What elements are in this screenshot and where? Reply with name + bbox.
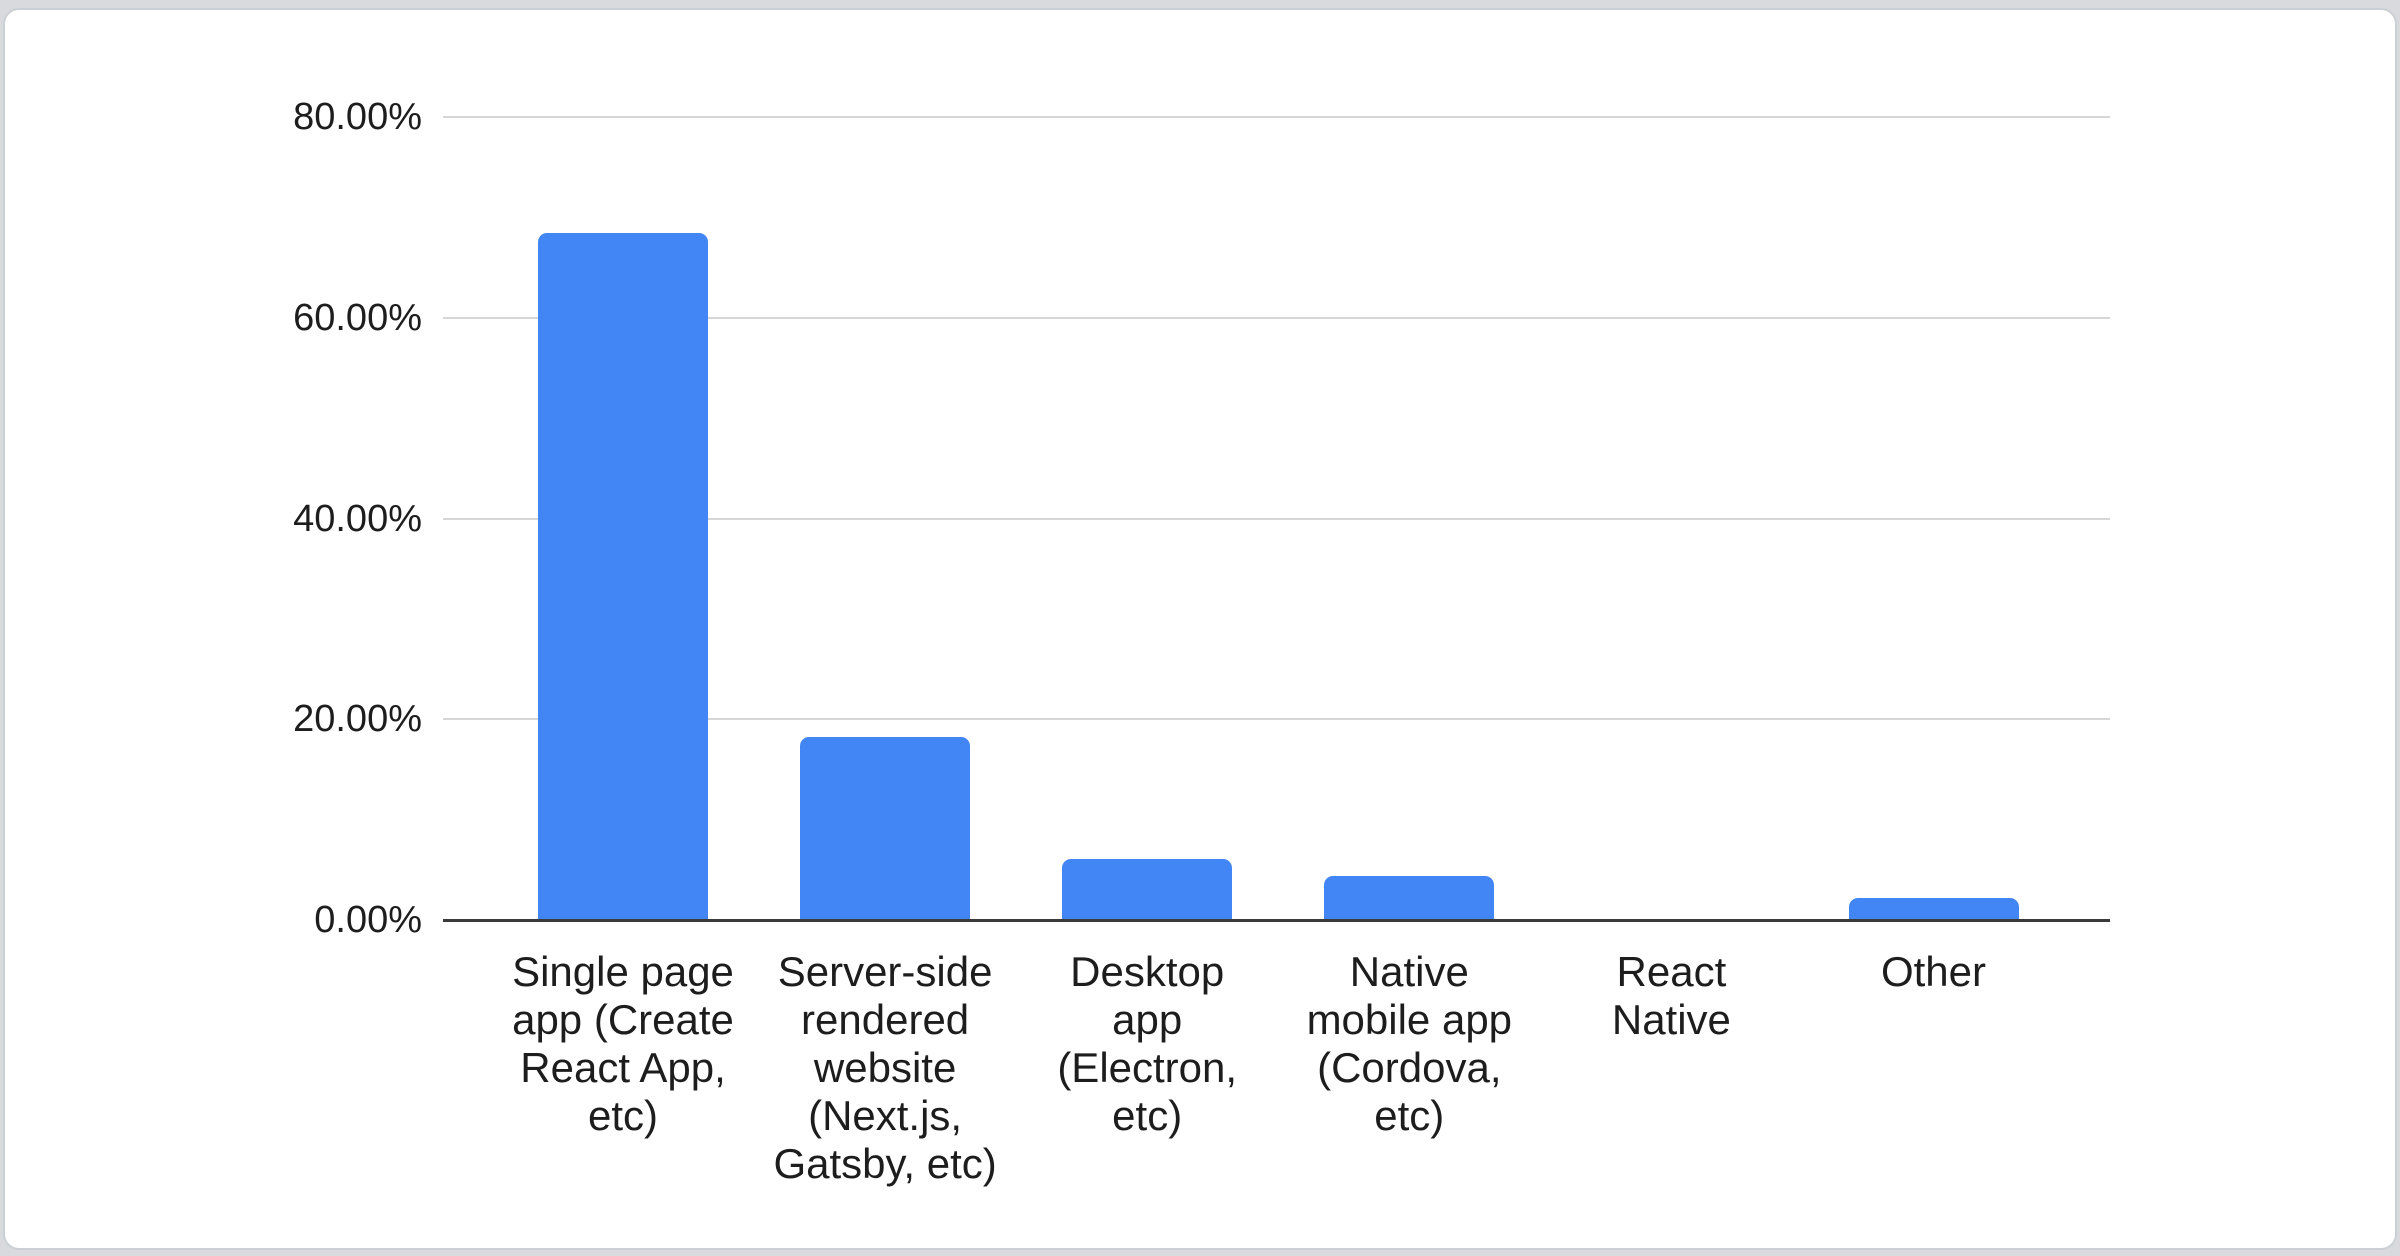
x-tick-label: Server-side rendered website (Next.js, G…	[773, 948, 997, 1187]
bar	[538, 233, 708, 920]
x-tick-label: Native mobile app (Cordova, etc)	[1306, 948, 1513, 1139]
bar	[1324, 875, 1495, 920]
bar	[800, 737, 971, 920]
x-tick-label: Desktop app (Electron, etc)	[1057, 948, 1238, 1139]
x-tick-label: Single page app (Create React App, etc)	[512, 948, 734, 1139]
chart-card	[3, 8, 2397, 1250]
bar	[1848, 897, 2019, 920]
x-axis-line	[443, 919, 2110, 922]
y-gridline	[443, 517, 2110, 520]
y-tick-label: 0.00%	[314, 899, 422, 941]
y-tick-label: 80.00%	[293, 96, 422, 138]
y-tick-label: 60.00%	[293, 296, 422, 339]
x-tick-label: Other	[1880, 948, 1987, 995]
bar	[1062, 858, 1233, 920]
x-tick-label: React Native	[1611, 948, 1731, 1043]
y-tick-label: 20.00%	[293, 698, 422, 741]
y-tick-label: 40.00%	[293, 497, 422, 540]
y-gridline	[443, 116, 2110, 118]
y-gridline	[443, 718, 2110, 721]
y-gridline	[443, 316, 2110, 319]
